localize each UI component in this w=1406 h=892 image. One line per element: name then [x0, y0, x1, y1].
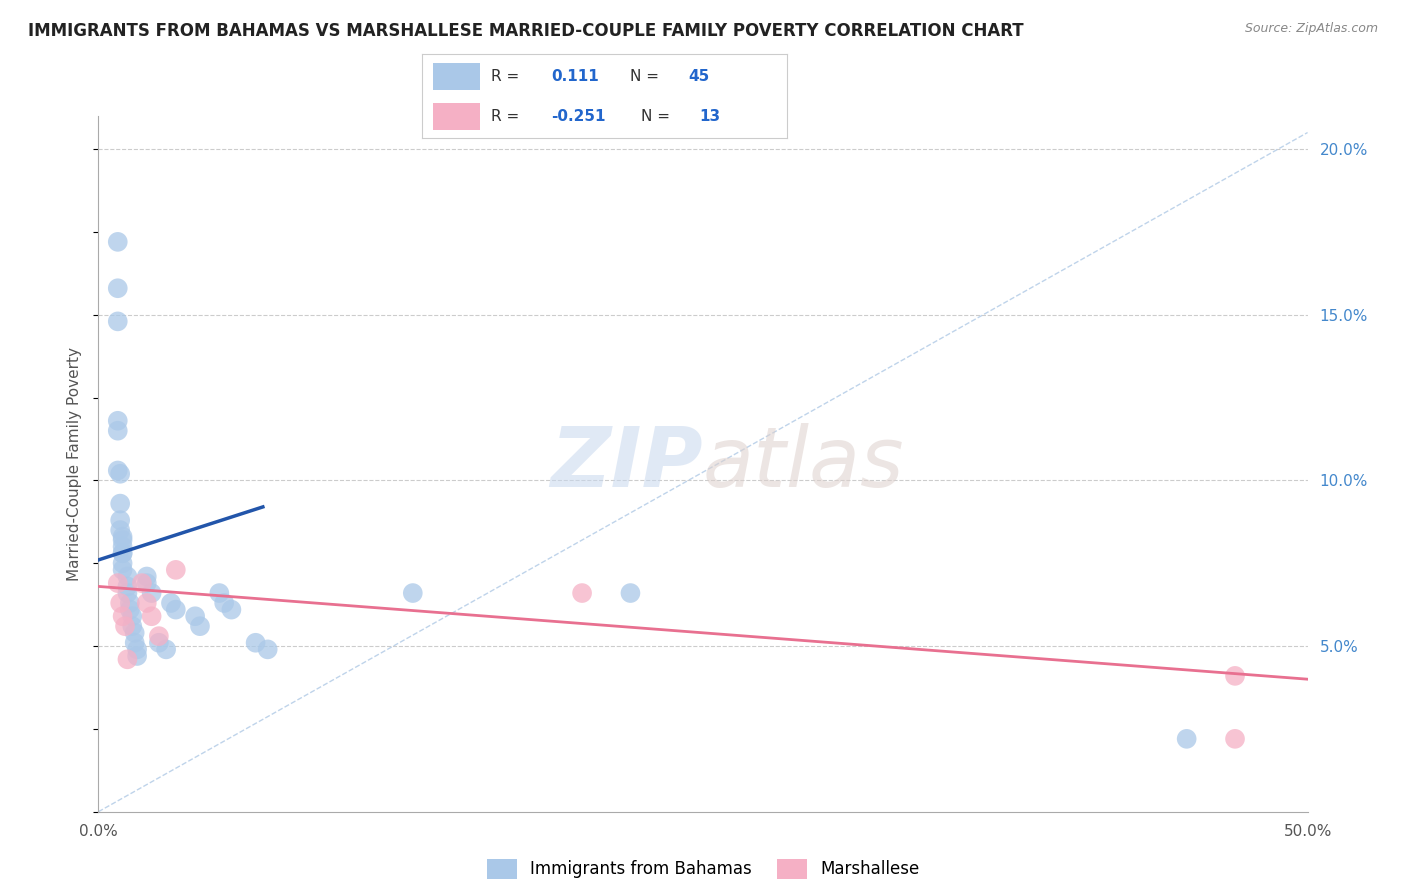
Point	[245, 636, 267, 650]
Text: N =: N =	[630, 69, 664, 84]
Point	[108, 513, 131, 527]
Point	[111, 556, 134, 570]
Point	[135, 596, 157, 610]
Point	[619, 586, 641, 600]
Point	[155, 642, 177, 657]
Point	[188, 619, 211, 633]
Bar	[433, 62, 481, 90]
Point	[108, 497, 131, 511]
Point	[148, 629, 170, 643]
Text: 0.111: 0.111	[551, 69, 599, 84]
Point	[107, 463, 129, 477]
Point	[124, 625, 146, 640]
Point	[141, 586, 163, 600]
Point	[111, 609, 134, 624]
Point	[121, 609, 143, 624]
Point	[108, 523, 131, 537]
Point	[114, 619, 136, 633]
Point	[107, 281, 129, 295]
Point	[111, 530, 134, 544]
Point	[124, 636, 146, 650]
Point	[135, 569, 157, 583]
Point	[127, 642, 149, 657]
Point	[148, 636, 170, 650]
Point	[131, 576, 153, 591]
Point	[121, 619, 143, 633]
Point	[118, 596, 141, 610]
Point	[108, 467, 131, 481]
Legend: Immigrants from Bahamas, Marshallese: Immigrants from Bahamas, Marshallese	[478, 851, 928, 887]
Point	[221, 602, 243, 616]
Point	[111, 540, 134, 554]
Text: R =: R =	[491, 109, 524, 124]
Text: IMMIGRANTS FROM BAHAMAS VS MARSHALLESE MARRIED-COUPLE FAMILY POVERTY CORRELATION: IMMIGRANTS FROM BAHAMAS VS MARSHALLESE M…	[28, 22, 1024, 40]
Point	[107, 576, 129, 591]
Point	[117, 586, 139, 600]
Text: 45: 45	[689, 69, 710, 84]
Point	[208, 586, 231, 600]
Point	[107, 235, 129, 249]
Point	[1175, 731, 1198, 746]
Bar	[433, 103, 481, 130]
Point	[212, 596, 235, 610]
Point	[107, 424, 129, 438]
Point	[402, 586, 425, 600]
Point	[117, 652, 139, 666]
Point	[184, 609, 207, 624]
Text: ZIP: ZIP	[550, 424, 703, 504]
Point	[118, 602, 141, 616]
Point	[111, 563, 134, 577]
Text: Source: ZipAtlas.com: Source: ZipAtlas.com	[1244, 22, 1378, 36]
Text: -0.251: -0.251	[551, 109, 606, 124]
Text: 13: 13	[700, 109, 721, 124]
Y-axis label: Married-Couple Family Poverty: Married-Couple Family Poverty	[67, 347, 83, 581]
Point	[117, 569, 139, 583]
Point	[107, 414, 129, 428]
Point	[141, 609, 163, 624]
Text: atlas: atlas	[703, 424, 904, 504]
Point	[111, 533, 134, 547]
Point	[111, 546, 134, 560]
Point	[1223, 669, 1246, 683]
Point	[135, 576, 157, 591]
Point	[160, 596, 183, 610]
Point	[1223, 731, 1246, 746]
Point	[256, 642, 278, 657]
Point	[571, 586, 593, 600]
Point	[165, 563, 187, 577]
Point	[111, 546, 134, 560]
Text: R =: R =	[491, 69, 524, 84]
Point	[127, 648, 149, 663]
Text: N =: N =	[641, 109, 675, 124]
Point	[165, 602, 187, 616]
Point	[117, 579, 139, 593]
Point	[107, 314, 129, 328]
Point	[108, 596, 131, 610]
